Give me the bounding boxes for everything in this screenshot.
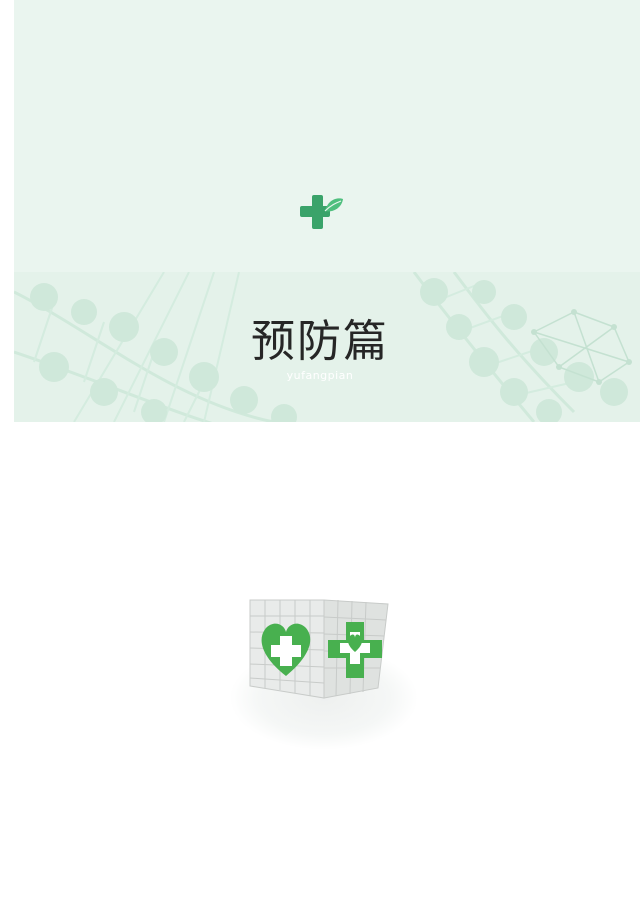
dna-banner (14, 272, 640, 422)
section-title: 预防篇 (251, 316, 389, 367)
medical-cube-illustration (230, 599, 418, 750)
dna-background-graphic (14, 272, 632, 422)
top-band (14, 0, 640, 272)
section-subtitle: yufangpian (286, 369, 354, 382)
medical-cross-leaf-icon (300, 195, 343, 229)
